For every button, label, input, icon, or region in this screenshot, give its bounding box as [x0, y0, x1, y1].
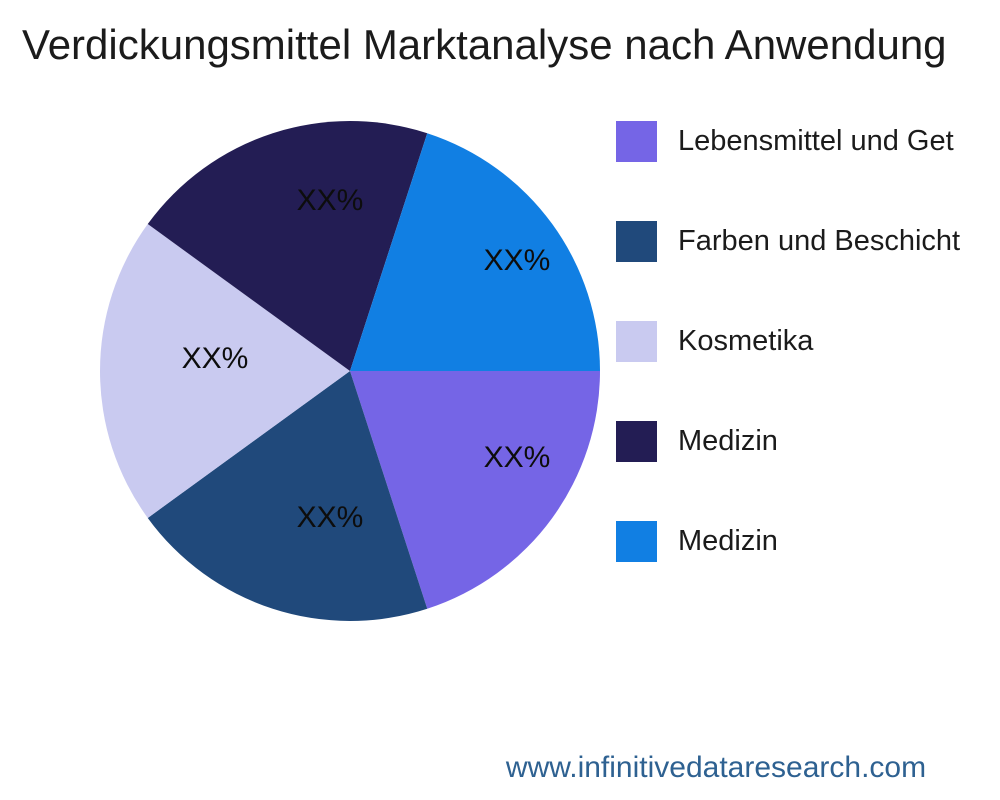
pie-slice-2 [147, 371, 428, 621]
legend-label-5: Medizin [678, 525, 778, 557]
legend-label-2: Farben und Beschicht [678, 225, 961, 257]
legend-item-2: Farben und Beschicht [616, 221, 960, 262]
pie-slice-1 [350, 371, 600, 609]
pie-chart: XX% XX% XX% XX% XX% [99, 120, 601, 622]
pie-slice-3 [100, 224, 350, 518]
legend-item-3: Kosmetika [616, 321, 813, 362]
pie-percent-label-3: XX% [182, 342, 249, 375]
pie-slice-5 [350, 133, 600, 371]
legend-item-4: Medizin [616, 421, 778, 462]
legend-label-3: Kosmetika [678, 325, 814, 357]
legend-swatch-5 [616, 521, 657, 562]
footer-url-link[interactable]: www.infinitivedataresearch.com [505, 751, 927, 784]
chart-title: Verdickungsmittel Marktanalyse nach Anwe… [22, 21, 947, 68]
pie-chart-svg: XX% XX% XX% XX% XX% [100, 121, 600, 621]
pie-percent-label-4: XX% [297, 184, 364, 217]
legend-swatch-2 [616, 221, 657, 262]
pie-percent-label-2: XX% [297, 501, 364, 534]
legend-swatch-4 [616, 421, 657, 462]
legend-label-1: Lebensmittel und Get [678, 125, 954, 157]
legend-label-4: Medizin [678, 425, 778, 457]
pie-slice-4 [147, 121, 428, 371]
pie-percent-label-1: XX% [484, 441, 551, 474]
legend-swatch-3 [616, 321, 657, 362]
legend-swatch-1 [616, 121, 657, 162]
legend-item-5: Medizin [616, 521, 778, 562]
pie-percent-label-5: XX% [484, 244, 551, 277]
legend-item-1: Lebensmittel und Get [616, 121, 954, 162]
